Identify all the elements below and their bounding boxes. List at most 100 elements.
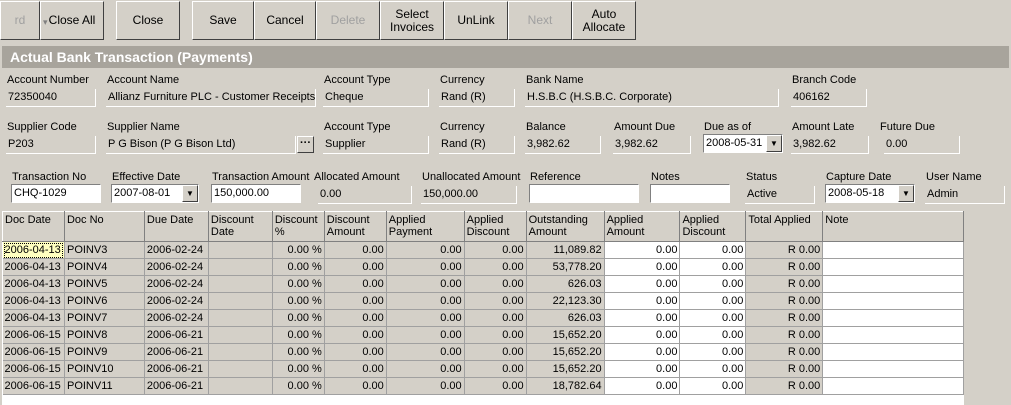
- column-header[interactable]: Total Applied: [745, 211, 824, 242]
- column-header[interactable]: Discount Amount: [323, 211, 387, 242]
- table-cell[interactable]: 0.00: [604, 275, 681, 293]
- table-cell[interactable]: 0.00: [604, 377, 681, 395]
- table-cell[interactable]: 0.00: [679, 326, 747, 344]
- table-cell[interactable]: 0.00: [679, 309, 747, 327]
- table-cell: 0.00 %: [272, 275, 325, 293]
- table-cell[interactable]: [822, 377, 964, 395]
- table-cell: 2006-06-15: [2, 343, 65, 361]
- table-cell: 2006-06-21: [144, 326, 209, 344]
- table-cell[interactable]: [822, 309, 964, 327]
- table-cell: 0.00: [464, 275, 527, 293]
- column-header[interactable]: Applied Discount: [679, 211, 747, 242]
- transaction-amount-input[interactable]: 150,000.00: [211, 184, 301, 203]
- account-type-label: Account Type: [324, 74, 391, 86]
- table-cell[interactable]: [822, 241, 964, 259]
- chevron-down-icon[interactable]: ▼: [182, 185, 198, 202]
- table-cell[interactable]: 0.00: [679, 275, 747, 293]
- close-button[interactable]: Close: [116, 1, 180, 40]
- table-cell: 2006-04-13: [2, 241, 65, 259]
- table-cell[interactable]: 0.00: [679, 360, 747, 378]
- amount-late-value: 3,982.62: [791, 136, 869, 154]
- cancel-button[interactable]: Cancel: [254, 1, 316, 40]
- table-cell: 2006-04-13: [2, 275, 65, 293]
- notes-input[interactable]: [650, 184, 730, 203]
- table-cell: [208, 309, 273, 327]
- save-button[interactable]: Save: [192, 1, 254, 40]
- table-row[interactable]: 2006-06-15 POINV8 2006-06-21 0.00 % 0.00 0.00…: [2, 326, 964, 344]
- table-cell[interactable]: 0.00: [604, 326, 681, 344]
- table-cell[interactable]: [822, 258, 964, 276]
- table-cell: 2006-06-15: [2, 377, 65, 395]
- unlink-button[interactable]: UnLink: [444, 1, 508, 40]
- column-header[interactable]: Applied Payment: [385, 211, 465, 242]
- user-name-value: Admin: [925, 186, 1005, 204]
- table-row[interactable]: 2006-04-13 POINV7 2006-02-24 0.00 % 0.00 0.00…: [2, 309, 964, 327]
- table-cell: 0.00: [464, 343, 527, 361]
- table-cell[interactable]: [822, 360, 964, 378]
- table-cell: R 0.00: [745, 326, 824, 344]
- future-due-value: 0.00: [884, 136, 960, 154]
- due-as-of-select[interactable]: 2008-05-31 ▼: [703, 134, 783, 153]
- table-row[interactable]: 2006-06-15 POINV10 2006-06-21 0.00 % 0.00 0.0…: [2, 360, 964, 378]
- table-cell: 0.00 %: [272, 292, 325, 310]
- table-cell[interactable]: 0.00: [679, 292, 747, 310]
- delete-label: Delete: [330, 13, 366, 27]
- table-row[interactable]: 2006-04-13 POINV3 2006-02-24 0.00 % 0.00 0.00…: [2, 241, 964, 259]
- delete-button[interactable]: Delete: [316, 1, 380, 40]
- table-row[interactable]: 2006-04-13 POINV5 2006-02-24 0.00 % 0.00 0.00…: [2, 275, 964, 293]
- next-button[interactable]: Next: [508, 1, 572, 40]
- effective-date-select[interactable]: 2007-08-01 ▼: [111, 184, 199, 203]
- table-row[interactable]: 2006-06-15 POINV9 2006-06-21 0.00 % 0.00 0.00…: [2, 343, 964, 361]
- column-header[interactable]: Applied Amount: [603, 211, 681, 242]
- select-invoices-button[interactable]: Select Invoices: [380, 1, 444, 40]
- table-cell[interactable]: 0.00: [604, 360, 681, 378]
- table-cell[interactable]: 0.00: [679, 377, 747, 395]
- capture-date-select[interactable]: 2008-05-18 ▼: [825, 184, 915, 203]
- unallocated-amount-label: Unallocated Amount: [422, 171, 521, 183]
- table-cell: R 0.00: [745, 275, 824, 293]
- table-cell: 2006-06-21: [144, 343, 209, 361]
- column-header[interactable]: Outstanding Amount: [525, 211, 605, 242]
- table-cell: R 0.00: [745, 258, 824, 276]
- table-cell: 2006-04-13: [2, 258, 65, 276]
- table-cell[interactable]: [822, 343, 964, 361]
- partial-button[interactable]: rd: [0, 1, 40, 40]
- auto-allocate-button[interactable]: Auto Allocate: [572, 1, 636, 40]
- table-cell[interactable]: 0.00: [604, 309, 681, 327]
- table-cell[interactable]: 0.00: [679, 258, 747, 276]
- grid-body: 2006-04-13 POINV3 2006-02-24 0.00 % 0.00 0.00…: [2, 241, 964, 395]
- table-cell: 0.00 %: [272, 326, 325, 344]
- table-cell[interactable]: 0.00: [604, 343, 681, 361]
- unlink-label: UnLink: [457, 13, 495, 27]
- column-header[interactable]: Doc Date: [2, 211, 65, 242]
- close-all-button[interactable]: ▾ Close All: [40, 1, 104, 40]
- table-cell[interactable]: 0.00: [604, 241, 681, 259]
- table-cell[interactable]: 0.00: [604, 258, 681, 276]
- column-header[interactable]: Note: [822, 211, 964, 242]
- table-cell: POINV6: [64, 292, 145, 310]
- transaction-no-input[interactable]: CHQ-1029: [11, 184, 101, 203]
- table-cell[interactable]: [822, 292, 964, 310]
- column-header[interactable]: Due Date: [143, 211, 209, 242]
- table-row[interactable]: 2006-04-13 POINV4 2006-02-24 0.00 % 0.00 0.00…: [2, 258, 964, 276]
- column-header[interactable]: Discount %: [271, 211, 325, 242]
- table-cell: 0.00: [324, 292, 387, 310]
- table-cell[interactable]: 0.00: [679, 241, 747, 259]
- table-cell[interactable]: [822, 326, 964, 344]
- supplier-lookup-button[interactable]: ···: [297, 136, 314, 153]
- table-row[interactable]: 2006-06-15 POINV11 2006-06-21 0.00 % 0.00 0.0…: [2, 377, 964, 395]
- balance-value: 3,982.62: [525, 136, 601, 154]
- table-cell[interactable]: 0.00: [679, 343, 747, 361]
- table-cell[interactable]: 0.00: [604, 292, 681, 310]
- table-cell: 0.00: [464, 326, 527, 344]
- table-cell: 0.00 %: [272, 309, 325, 327]
- column-header[interactable]: Applied Discount: [463, 211, 527, 242]
- reference-input[interactable]: [529, 184, 639, 203]
- table-cell[interactable]: [822, 275, 964, 293]
- chevron-down-icon[interactable]: ▼: [898, 185, 914, 202]
- allocated-amount-value: 0.00: [318, 186, 412, 204]
- column-header[interactable]: Doc No: [63, 211, 145, 242]
- chevron-down-icon[interactable]: ▼: [766, 135, 782, 152]
- table-row[interactable]: 2006-04-13 POINV6 2006-02-24 0.00 % 0.00 0.00…: [2, 292, 964, 310]
- column-header[interactable]: Discount Date: [207, 211, 273, 242]
